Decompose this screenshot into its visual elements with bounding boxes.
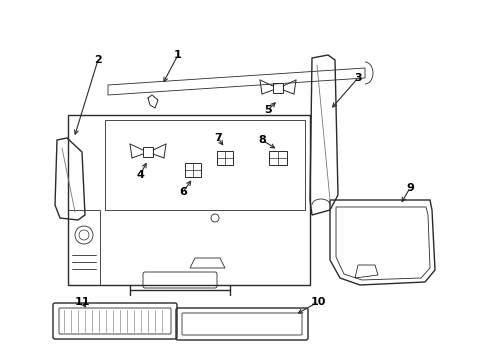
Bar xyxy=(217,151,233,165)
Text: 3: 3 xyxy=(354,73,362,83)
Text: 2: 2 xyxy=(94,55,102,65)
Text: 6: 6 xyxy=(179,187,187,197)
Text: 8: 8 xyxy=(258,135,266,145)
Text: 7: 7 xyxy=(214,133,222,143)
Text: 4: 4 xyxy=(136,170,144,180)
Text: 9: 9 xyxy=(406,183,414,193)
Bar xyxy=(143,147,153,157)
Bar xyxy=(273,83,283,93)
Bar xyxy=(185,163,201,177)
Text: 10: 10 xyxy=(310,297,326,307)
Text: 5: 5 xyxy=(264,105,272,115)
Bar xyxy=(269,151,287,165)
Text: 1: 1 xyxy=(174,50,182,60)
Text: 11: 11 xyxy=(74,297,90,307)
